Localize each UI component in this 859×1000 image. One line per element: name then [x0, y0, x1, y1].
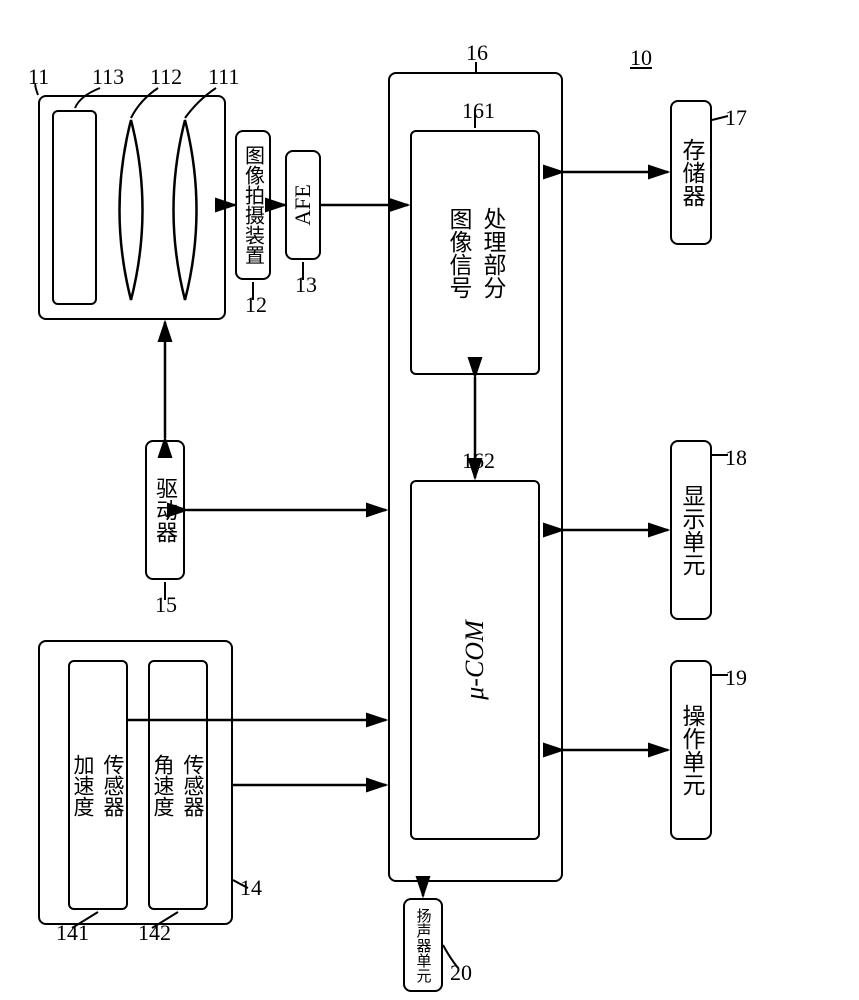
speaker-v-label: 扬声器单元 [413, 908, 434, 983]
ref-20: 20 [450, 960, 472, 986]
ref-111: 111 [208, 64, 239, 90]
accel-label-1: 加速度 [68, 754, 98, 817]
ref-15: 15 [155, 592, 177, 618]
ucom-block: μ-COM [410, 480, 540, 840]
ref-162: 162 [462, 448, 495, 474]
operate-block: 操作单元 [670, 660, 712, 840]
speaker-v: 扬声器单元 [403, 898, 443, 992]
ucom-label: μ-COM [460, 620, 490, 700]
gyro-label-2: 传感器 [178, 754, 208, 817]
ref-13: 13 [295, 272, 317, 298]
display-label: 显示单元 [674, 484, 708, 576]
aperture-block [52, 110, 97, 305]
ref-17: 17 [725, 105, 747, 131]
memory-block: 存储器 [670, 100, 712, 245]
afe-block: AFE [285, 150, 321, 260]
ref-10: 10 [630, 45, 652, 71]
imgproc-label-2: 处理部分 [475, 207, 509, 299]
accel-sensor-block: 加速度 传感器 [68, 660, 128, 910]
image-sensor-block: 图像拍摄装置 [235, 130, 271, 280]
memory-label: 存储器 [674, 138, 708, 207]
gyro-label-1: 角速度 [148, 754, 178, 817]
ref-11: 11 [28, 64, 49, 90]
ref-18: 18 [725, 445, 747, 471]
ref-16: 16 [466, 40, 488, 66]
ref-141: 141 [56, 920, 89, 946]
ref-14: 14 [240, 875, 262, 901]
ref-112: 112 [150, 64, 182, 90]
image-proc-block: 图像信号 处理部分 [410, 130, 540, 375]
ref-113: 113 [92, 64, 124, 90]
driver-block: 驱动器 [145, 440, 185, 580]
ref-19: 19 [725, 665, 747, 691]
driver-label: 驱动器 [149, 477, 181, 543]
ref-161: 161 [462, 98, 495, 124]
imgproc-label-1: 图像信号 [441, 207, 475, 299]
gyro-sensor-block: 角速度 传感器 [148, 660, 208, 910]
afe-label: AFE [290, 184, 316, 226]
image-sensor-label: 图像拍摄装置 [239, 145, 268, 265]
ref-142: 142 [138, 920, 171, 946]
ref-12: 12 [245, 292, 267, 318]
accel-label-2: 传感器 [98, 754, 128, 817]
operate-label: 操作单元 [674, 704, 708, 796]
display-block: 显示单元 [670, 440, 712, 620]
